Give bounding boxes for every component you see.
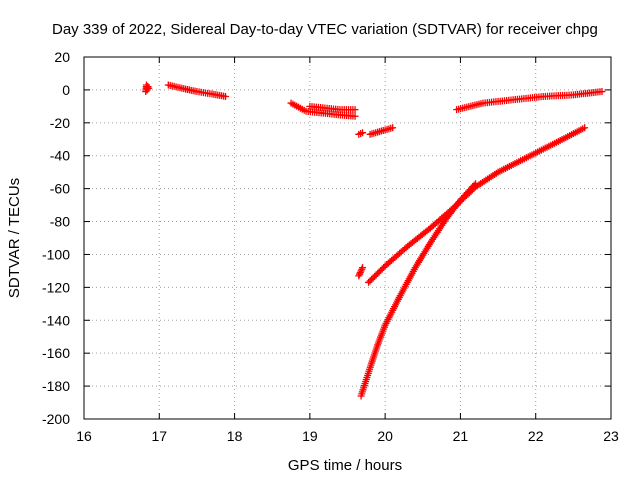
series-arc-a [142,81,153,96]
data-point-marker [371,272,379,280]
y-tick-label: -140 [42,312,70,328]
x-axis-title: GPS time / hours [288,457,402,474]
data-points [142,81,606,400]
data-point-marker [366,277,374,285]
series-arc-b [164,81,230,100]
data-point-marker [145,84,153,92]
series-arc-e [366,124,397,138]
series-arc-c [287,99,359,120]
x-tick-label: 21 [453,428,469,444]
y-tick-label: -180 [42,378,70,394]
y-tick-label: -40 [50,148,70,164]
grid-lines [84,57,611,419]
data-point-marker [359,264,367,272]
chart-title: Day 339 of 2022, Sidereal Day-to-day VTE… [52,21,598,38]
series-arc-g [355,264,367,280]
y-tick-label: -60 [50,181,70,197]
data-point-marker [375,268,383,276]
data-point-marker [357,267,365,275]
y-tick-label: -20 [50,115,70,131]
x-tick-label: 17 [151,428,167,444]
data-point-marker [351,106,359,114]
y-tick-label: -120 [42,279,70,295]
y-tick-label: -80 [50,214,70,230]
data-point-marker [359,129,367,137]
data-point-marker [372,271,380,279]
x-tick-label: 19 [302,428,318,444]
data-point-marker [471,180,479,188]
x-tick-label: 22 [528,428,544,444]
data-point-marker [598,88,606,96]
data-point-marker [581,124,589,132]
data-point-marker [374,269,382,277]
x-tick-label: 16 [76,428,92,444]
data-point-marker [369,274,377,282]
series-arc-c2 [306,102,359,114]
data-point-marker [355,272,363,280]
data-point-marker [356,269,364,277]
y-tick-label: 0 [62,82,70,98]
x-tick-label: 23 [603,428,619,444]
data-point-marker [378,265,386,273]
y-tick-label: 20 [54,49,70,65]
y-axis-title: SDTVAR / TECUs [6,178,23,298]
data-point-marker [144,83,152,91]
data-point-marker [377,266,385,274]
y-tick-label: -160 [42,345,70,361]
series-arc-h [365,124,589,286]
series-arc-f [453,88,606,114]
y-tick-label: -100 [42,246,70,262]
data-point-marker [222,92,230,100]
axis-ticks [83,56,612,420]
data-point-marker [470,181,478,189]
data-point-marker [356,270,364,278]
data-point-marker [368,275,376,283]
data-point-marker [358,265,366,273]
data-point-marker [389,124,397,132]
series-arc-d [355,129,367,138]
data-point-marker [365,278,373,286]
series-arc-i [357,180,479,400]
plot-frame [83,56,612,420]
x-tick-label: 18 [227,428,243,444]
x-tick-label: 20 [377,428,393,444]
data-point-marker [351,112,359,120]
y-tick-label: -200 [42,411,70,427]
